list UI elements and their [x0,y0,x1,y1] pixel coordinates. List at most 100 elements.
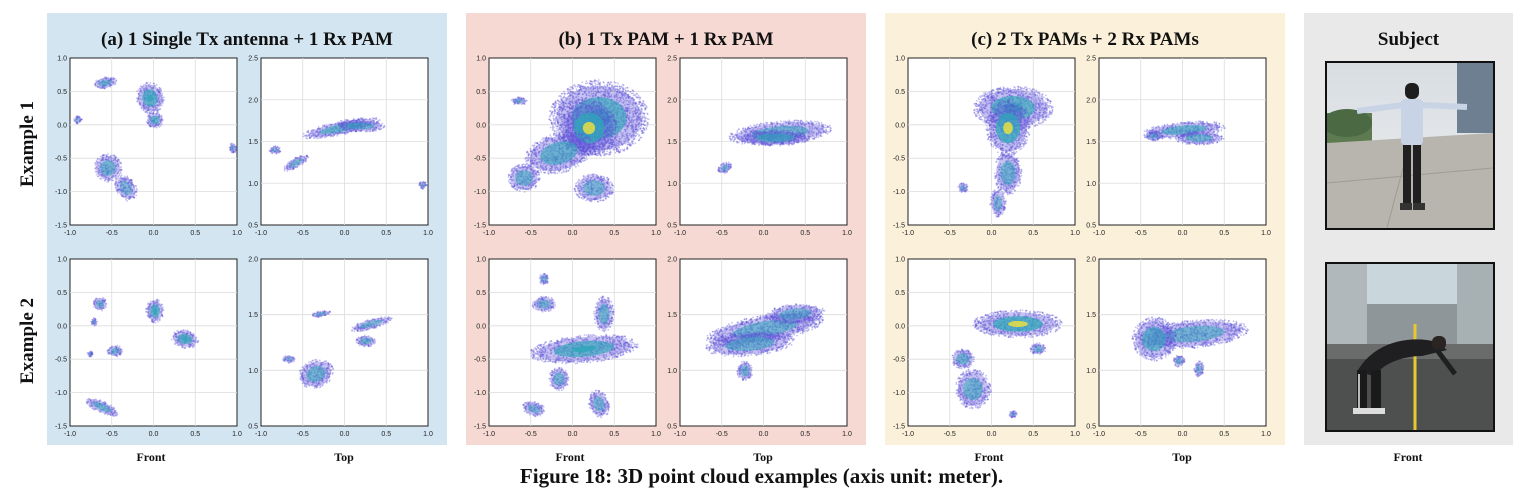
cloud-point [120,162,122,165]
cloud-point [122,187,125,190]
cloud-point [341,131,343,134]
cloud-point [153,300,156,303]
cloud-point [112,414,114,417]
cloud-point [622,142,624,145]
cloud-point [549,110,552,112]
cloud-point [156,104,159,107]
cloud-point [575,99,577,102]
cloud-point [317,381,320,384]
cloud-point [233,145,236,148]
cloud-point [365,329,368,332]
cloud-point [364,320,367,322]
cloud-point [99,84,102,87]
cloud-point [155,83,158,86]
cloud-point [375,126,378,129]
cloud-point [360,117,363,120]
cloud-point [360,343,363,346]
cloud-point [107,177,110,179]
cloud-point [372,323,375,325]
cloud-point [566,120,569,123]
cloud-point [372,129,374,132]
cloud-point [102,401,105,404]
cloud-point [118,352,121,355]
cloud-point [359,326,362,329]
cloud-point [91,353,94,356]
cloud-point [92,321,95,324]
cloud-point [156,300,159,303]
cloud-point [342,122,345,125]
cloud-point [91,403,94,406]
cloud-point [111,350,113,353]
cloud-point [558,110,560,113]
cloud-point [592,87,595,90]
cloud-point [633,130,636,133]
cloud-point [376,324,378,327]
cloud-point [635,101,638,104]
cloud-point [305,159,308,162]
cloud-point [639,127,642,130]
cloud-point [422,180,425,183]
cloud-point [581,85,584,88]
cloud-point [151,318,153,321]
cloud-point [352,121,354,124]
cloud-point [609,83,611,86]
cloud-point [127,184,130,187]
cloud-point [191,334,194,337]
cloud-point [230,149,233,151]
cloud-point [584,91,586,94]
cloud-point [99,155,102,158]
cloud-point [553,112,556,115]
cloud-point [76,116,78,119]
cloud-point [560,113,563,115]
cloud-point [319,314,322,317]
cloud-point [357,337,360,340]
cloud-point [590,147,593,149]
cloud-point [316,135,319,137]
cloud-core [285,356,293,362]
cloud-point [126,199,128,202]
cloud-peak [146,94,154,102]
cloud-point [620,142,622,145]
cloud-point [355,121,358,123]
cloud-point [626,114,629,116]
cloud-point [615,148,618,151]
cloud-point [552,119,555,122]
cloud-point [642,132,645,134]
cloud-point [112,406,115,409]
cloud-point [564,108,567,111]
cloud-point [604,142,607,145]
cloud-point [569,97,571,100]
cloud-point [284,357,287,360]
cloud-point [557,120,559,123]
cloud-point [634,112,637,115]
cloud-point [556,119,559,121]
cloud-point [160,104,163,107]
cloud-point [140,85,143,88]
cloud-point [74,119,77,121]
cloud-point [197,339,200,342]
cloud-point [95,301,98,304]
cloud-point [361,118,363,120]
cloud-point [343,121,346,123]
cloud-point [590,93,593,95]
cloud-point [147,115,149,118]
cloud-point [182,329,184,332]
cloud-point [637,116,640,119]
cloud-point [565,98,568,101]
cloud-point [102,307,105,309]
cloud-point [114,162,116,165]
cloud-point [115,178,117,180]
cloud-point [599,87,601,89]
cloud-point [634,108,637,111]
cloud-point [639,136,642,139]
cloud-point [568,88,570,91]
cloud-point [624,108,626,110]
cloud-point [367,128,370,131]
cloud-point [302,159,305,161]
cloud-point [278,150,281,153]
cloud-point [625,136,628,138]
cloud-point [116,190,119,193]
cloud-point [578,93,581,95]
cloud-point [624,130,627,132]
cloud-point [144,111,147,114]
